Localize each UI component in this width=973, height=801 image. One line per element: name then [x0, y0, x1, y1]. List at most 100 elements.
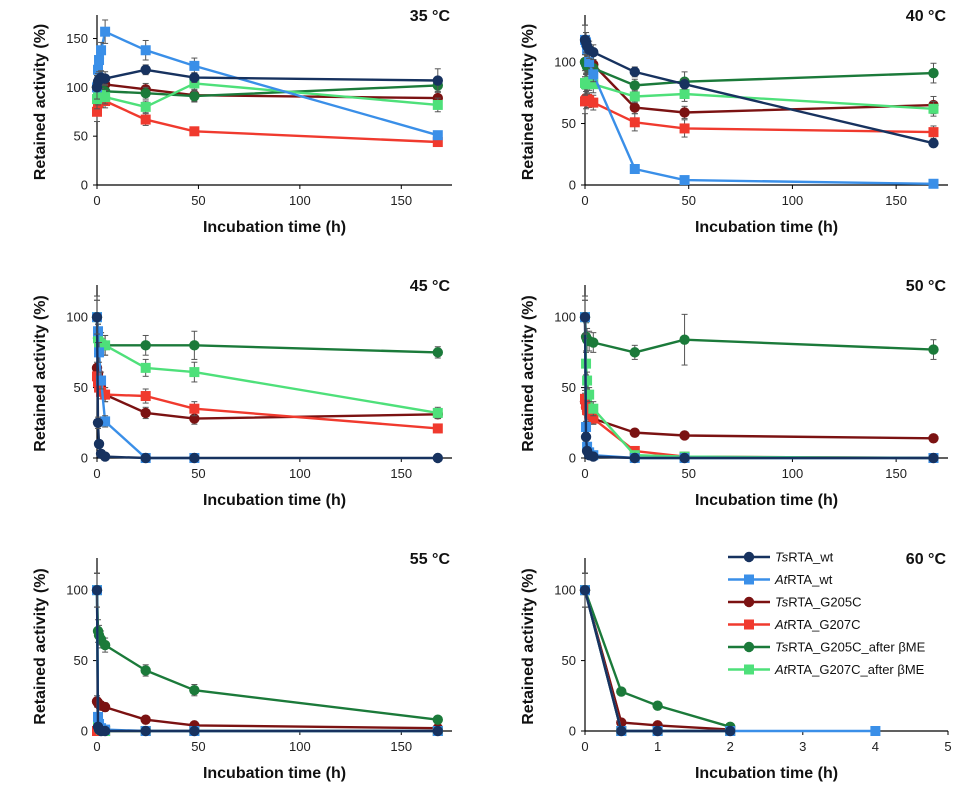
- data-point-ts_g205c_bme: [616, 686, 627, 697]
- y-tick-label: 100: [66, 80, 88, 95]
- x-axis-label: Incubation time (h): [695, 492, 838, 509]
- data-point-at_wt: [100, 416, 111, 427]
- y-tick-label: 100: [554, 583, 576, 598]
- series-ts_wt: [91, 64, 443, 100]
- data-point-at_g207c: [432, 137, 443, 148]
- data-point-ts_wt: [579, 311, 591, 323]
- data-point-ts_wt: [99, 451, 111, 462]
- legend-label: AtRTA_wt: [774, 572, 833, 587]
- x-tick-label: 150: [390, 466, 412, 481]
- data-point-ts_g205c: [679, 430, 690, 441]
- x-axis-label: Incubation time (h): [203, 219, 346, 236]
- data-point-ts_wt: [725, 725, 736, 737]
- x-axis-label: Incubation time (h): [695, 219, 838, 236]
- x-tick-label: 4: [872, 739, 879, 754]
- legend-marker: [743, 551, 755, 563]
- data-point-ts_wt: [588, 451, 599, 462]
- data-point-ts_wt: [140, 64, 151, 75]
- y-tick-label: 50: [74, 653, 88, 668]
- legend-label-suffix: RTA_G207C: [787, 617, 860, 632]
- x-tick-label: 0: [581, 193, 588, 208]
- series-line-ts_g205c_bme: [95, 590, 438, 721]
- legend-marker: [743, 641, 755, 653]
- data-point-ts_wt: [928, 452, 939, 464]
- legend-marker: [744, 619, 754, 630]
- data-point-at_g207c: [140, 391, 151, 402]
- data-point-ts_wt: [92, 417, 104, 428]
- y-tick-label: 100: [66, 583, 88, 598]
- y-tick-label: 0: [81, 178, 88, 193]
- x-axis-label: Incubation time (h): [695, 765, 838, 782]
- series-ts_wt: [91, 299, 443, 464]
- y-tick-label: 100: [554, 310, 576, 325]
- data-point-ts_wt: [91, 584, 103, 596]
- y-axis-label: Retained activity (%): [520, 568, 537, 724]
- data-point-at_g207c: [629, 117, 640, 128]
- chart-panel-1: 0 50 100 0 50 100 150 Incubation time (h) Retain…: [520, 8, 948, 236]
- legend-label: AtRTA_G207C_after βME: [774, 662, 925, 677]
- y-tick-label: 150: [66, 31, 88, 46]
- x-tick-label: 5: [944, 739, 951, 754]
- data-point-ts_g205c_bme: [928, 67, 939, 79]
- data-point-ts_wt: [629, 66, 640, 78]
- y-axis-label: Retained activity (%): [32, 295, 49, 451]
- x-axis-label: Incubation time (h): [203, 765, 346, 782]
- data-point-ts_g205c: [140, 407, 151, 419]
- data-point-ts_g205c_bme: [588, 337, 599, 348]
- legend-label: TsRTA_wt: [775, 550, 834, 565]
- data-point-at_g207c_bme: [629, 91, 640, 102]
- data-point-ts_wt: [432, 725, 443, 737]
- chart-panel-0: 0 50 100 150 0 50 100 150 Incubation time (h) Ret…: [32, 8, 452, 236]
- series-ts_wt: [579, 299, 939, 464]
- legend-label: TsRTA_G205C_after βME: [775, 640, 926, 655]
- x-tick-label: 0: [93, 466, 100, 481]
- data-point-ts_wt: [140, 452, 151, 464]
- x-tick-label: 150: [885, 193, 907, 208]
- data-point-at_g207c_bme: [928, 103, 939, 114]
- legend-label-prefix: Ts: [775, 550, 789, 565]
- x-tick-label: 100: [289, 466, 311, 481]
- data-point-ts_g205c_bme: [189, 340, 200, 351]
- x-tick-label: 100: [289, 739, 311, 754]
- legend-marker: [744, 664, 754, 675]
- data-point-at_g207c_bme: [432, 407, 443, 418]
- data-point-at_wt: [584, 57, 595, 68]
- data-point-at_wt: [96, 375, 107, 386]
- x-tick-label: 0: [581, 466, 588, 481]
- legend-label-suffix: RTA_G205C: [788, 595, 861, 610]
- chart-panel-3: 0 50 100 0 50 100 150 Incubation time (h) Retain…: [520, 278, 948, 509]
- y-tick-label: 100: [554, 55, 576, 70]
- data-point-at_g207c_bme: [140, 362, 151, 373]
- series-line-ts_wt: [583, 589, 731, 733]
- data-point-at_wt: [588, 69, 599, 80]
- data-point-at_g207c_bme: [588, 403, 599, 414]
- x-tick-label: 0: [581, 739, 588, 754]
- x-tick-label: 0: [93, 739, 100, 754]
- data-point-ts_wt: [93, 438, 105, 450]
- series-at_g207c_bme: [580, 70, 939, 117]
- data-point-ts_g205c_bme: [629, 80, 640, 91]
- data-point-at_wt: [94, 347, 105, 358]
- legend-item-at_g207c: AtRTA_G207C: [728, 617, 861, 632]
- data-point-at_wt: [189, 60, 200, 71]
- data-point-ts_g205c_bme: [140, 88, 151, 99]
- legend-label-prefix: Ts: [775, 595, 789, 610]
- data-point-at_g207c: [588, 413, 599, 424]
- legend-marker: [744, 574, 754, 585]
- data-point-ts_wt: [616, 725, 627, 737]
- data-point-at_g207c: [189, 126, 200, 137]
- data-point-at_wt: [629, 164, 640, 175]
- panel-title: 55 °C: [410, 551, 451, 568]
- y-tick-label: 100: [66, 310, 88, 325]
- x-tick-label: 100: [782, 466, 804, 481]
- data-point-at_g207c: [189, 403, 200, 414]
- legend-item-ts_wt: TsRTA_wt: [728, 550, 834, 565]
- legend-item-at_g207c_bme: AtRTA_G207C_after βME: [728, 662, 925, 677]
- x-tick-label: 150: [390, 193, 412, 208]
- data-point-at_g207c: [432, 423, 443, 434]
- data-point-ts_g205c: [140, 714, 151, 725]
- x-tick-label: 100: [782, 193, 804, 208]
- data-point-ts_g205c_bme: [99, 639, 111, 651]
- data-point-ts_wt: [140, 725, 151, 737]
